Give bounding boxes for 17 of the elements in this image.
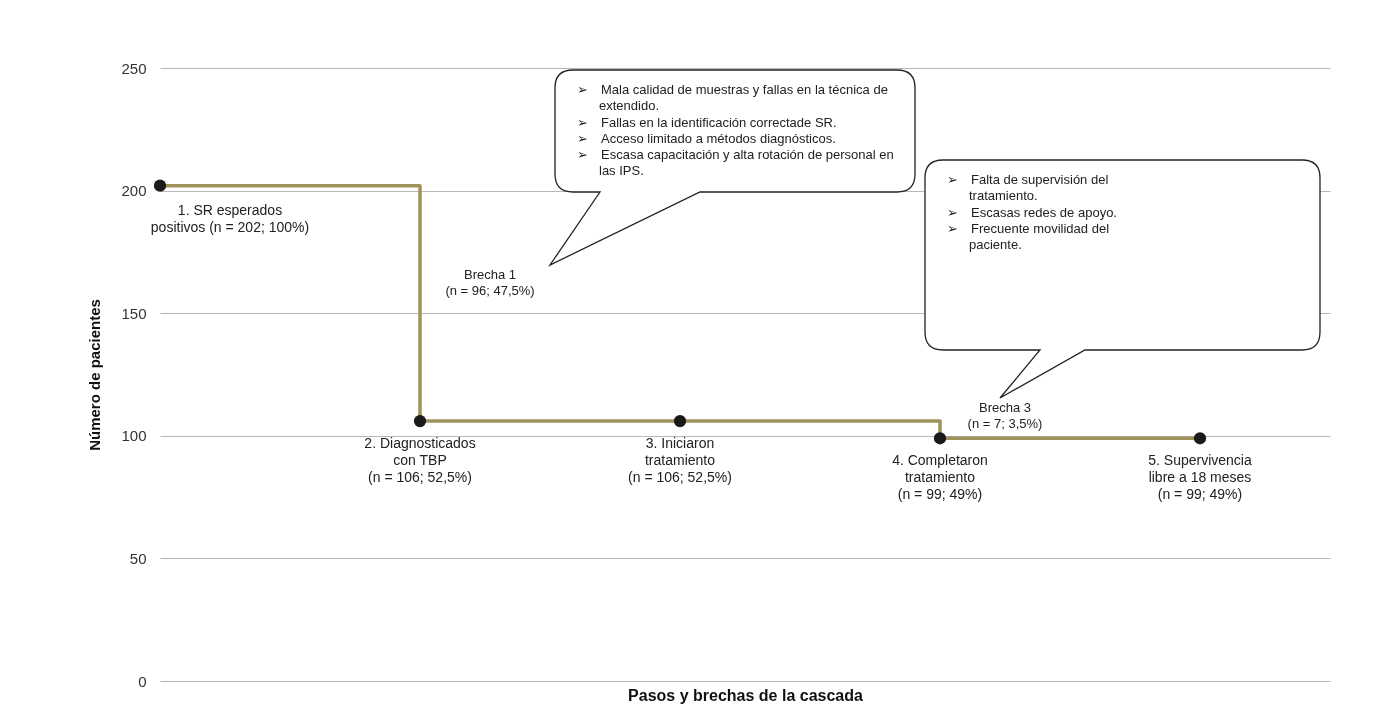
data-label: 3. Iniciaron tratamiento (n = 106; 52,5%) [628,435,732,486]
y-tick-label: 150 [121,304,147,322]
y-tick-label: 0 [138,672,147,690]
annotation: ➢ Mala calidad de muestras y fallas en la técnica de extendido. ➢ Fallas en la identificación correctade SR. ➢ Acceso limitado a métodos diagnósticos. ➢ Escasa capacitación y alta rotación de personal en las IPS. [577,82,895,180]
y-tick-label: 50 [129,549,147,567]
y-tick-label: 100 [121,427,147,445]
y-axis-title: Número de pacientes [86,299,104,451]
data-label: 5. Supervivencia libre a 18 meses (n = 99; 49%) [1148,452,1252,503]
annotation: Brecha 3 (n = 7; 3,5%) [967,399,1043,433]
x-axis-title: Pasos y brechas de la cascada [628,686,864,704]
y-tick-label: 250 [121,59,147,77]
annotation: Brecha 1 (n = 96; 47,5%) [445,266,535,300]
data-label: 2. Diagnosticados con TBP (n = 106; 52,5%) [364,435,476,486]
data-label: 4. Completaron tratamiento (n = 99; 49%) [892,452,988,503]
y-tick-label: 200 [121,182,147,200]
annotation: ➢ Falta de supervisión del tratamiento. ➢ Escasas redes de apoyo. ➢ Frecuente movilidad del paciente. [947,172,1118,254]
data-label: 1. SR esperados positivos (n = 202; 100%) [150,201,310,235]
